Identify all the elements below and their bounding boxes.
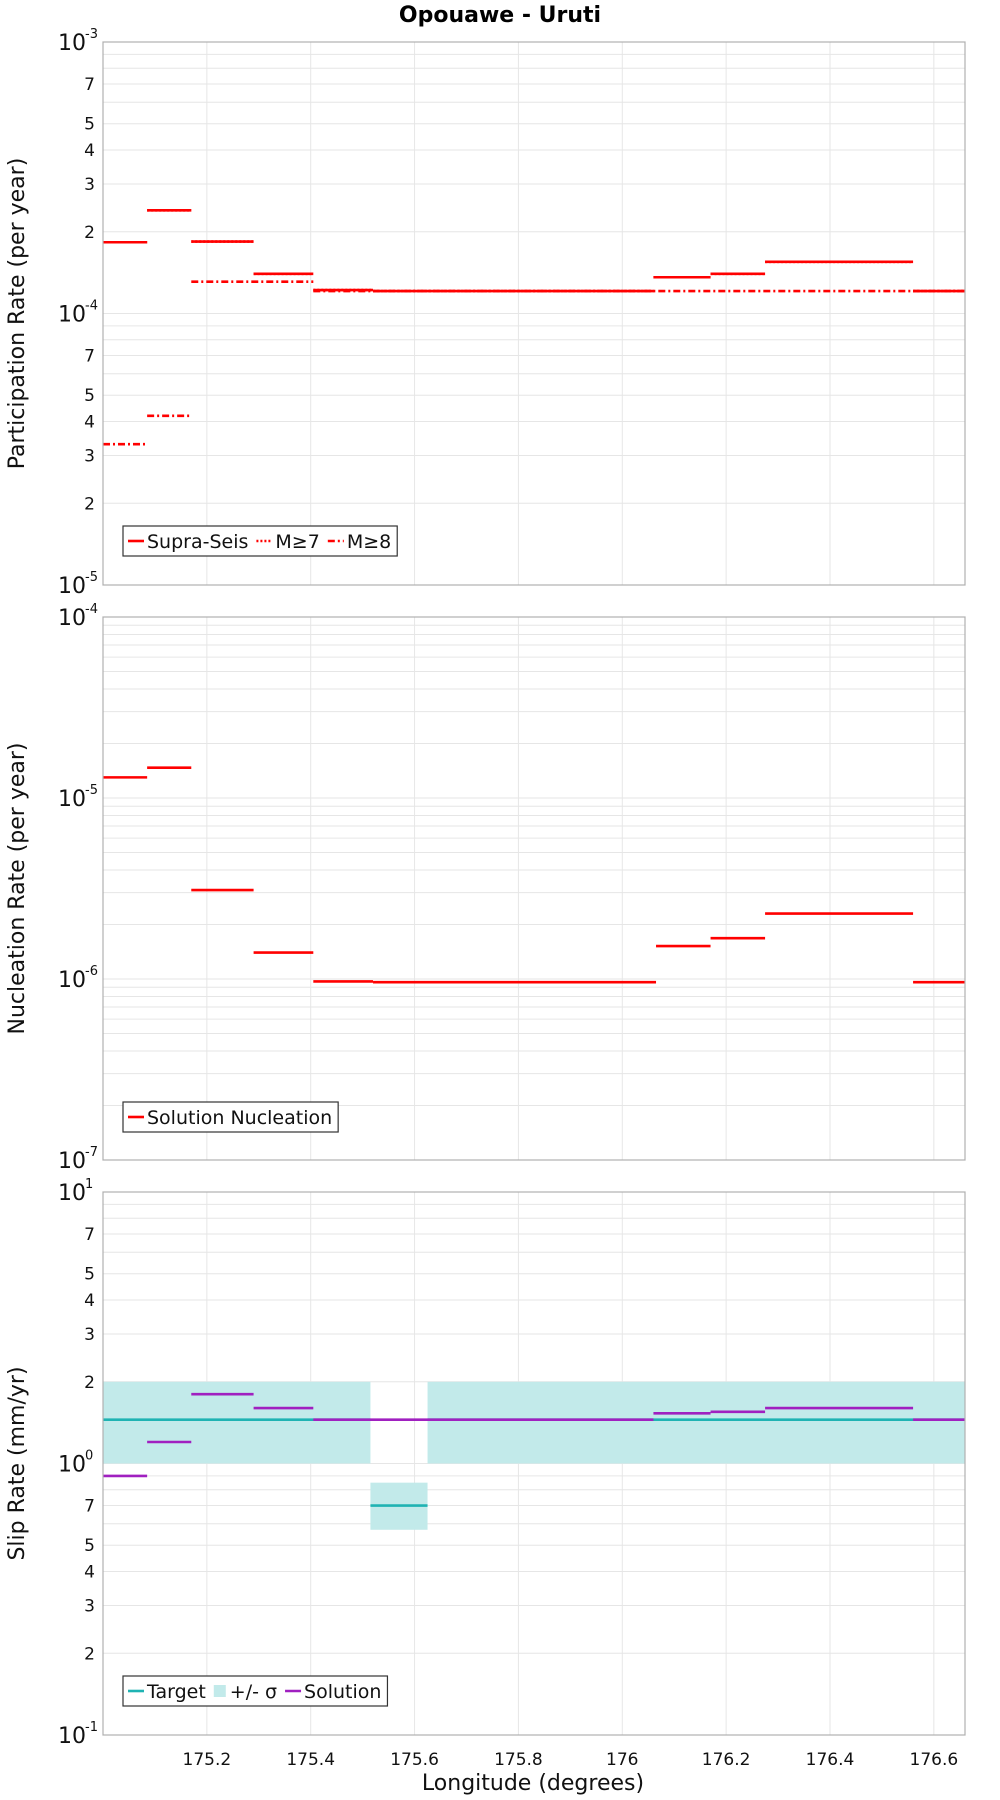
y-major-tick-exponent: -7 xyxy=(85,1145,98,1160)
y-minor-tick-label: 2 xyxy=(84,494,95,514)
legend-box xyxy=(122,525,398,557)
y-minor-tick-label: 4 xyxy=(84,141,95,161)
legend: Solution Nucleation xyxy=(122,1101,339,1133)
y-minor-tick-label: 3 xyxy=(84,1596,95,1616)
y-minor-tick-label: 2 xyxy=(84,1644,95,1664)
x-tick-label: 175.4 xyxy=(286,1750,335,1770)
x-tick-label: 175.8 xyxy=(494,1750,543,1770)
y-minor-tick-label: 7 xyxy=(84,1225,95,1245)
y-minor-tick-label: 7 xyxy=(84,347,95,367)
y-minor-tick-label: 4 xyxy=(84,1291,95,1311)
y-major-tick-label: 10 xyxy=(58,574,86,599)
y-major-tick-exponent: -6 xyxy=(85,964,98,979)
y-major-tick-exponent: -4 xyxy=(85,299,98,314)
y-axis-label: Slip Rate (mm/yr) xyxy=(5,1366,30,1560)
x-tick-label: 175.2 xyxy=(183,1750,232,1770)
x-tick-label: 176.6 xyxy=(910,1750,959,1770)
y-major-tick-label: 10 xyxy=(58,1724,86,1749)
y-minor-tick-label: 4 xyxy=(84,413,95,433)
y-major-tick-label: 10 xyxy=(58,303,86,328)
y-major-tick-label: 10 xyxy=(58,787,86,812)
plot-frame xyxy=(102,41,966,586)
sigma-band xyxy=(427,1381,965,1464)
legend-label: Target xyxy=(146,1681,206,1703)
y-minor-tick-label: 5 xyxy=(84,1265,95,1285)
y-major-tick-exponent: -5 xyxy=(85,783,98,798)
y-minor-tick-label: 5 xyxy=(84,386,95,406)
legend: Supra-Seis M≥7 M≥8 xyxy=(122,525,398,557)
x-tick-label: 176.4 xyxy=(806,1750,855,1770)
y-minor-tick-label: 2 xyxy=(84,223,95,243)
y-major-tick-exponent: -1 xyxy=(85,1720,98,1735)
y-major-tick-exponent: -3 xyxy=(85,27,98,42)
y-minor-tick-label: 3 xyxy=(84,1325,95,1345)
y-minor-tick-label: 7 xyxy=(84,75,95,95)
y-minor-tick-label: 3 xyxy=(84,175,95,195)
chart-title: Opouawe - Uruti xyxy=(399,3,601,28)
x-tick-label: 176 xyxy=(606,1750,638,1770)
plot-frame xyxy=(102,616,966,1161)
legend-label: M≥8 xyxy=(347,531,391,553)
legend-label: Supra-Seis xyxy=(147,531,248,553)
x-axis-label: Longitude (degrees) xyxy=(422,1771,644,1796)
y-minor-tick-label: 2 xyxy=(84,1373,95,1393)
legend-box xyxy=(122,1101,339,1133)
y-major-tick-exponent: 1 xyxy=(85,1177,93,1192)
x-tick-label: 175.6 xyxy=(390,1750,439,1770)
y-minor-tick-label: 4 xyxy=(84,1563,95,1583)
y-minor-tick-label: 5 xyxy=(84,115,95,135)
y-axis-label: Nucleation Rate (per year) xyxy=(5,743,30,1035)
y-axis-label: Participation Rate (per year) xyxy=(5,158,30,470)
y-major-tick-exponent: -4 xyxy=(85,602,98,617)
y-major-tick-label: 10 xyxy=(58,1149,86,1174)
legend-label: +/- σ xyxy=(230,1681,277,1703)
y-major-tick-label: 10 xyxy=(58,1453,86,1478)
y-major-tick-exponent: 0 xyxy=(85,1449,93,1464)
legend: Target +/- σ Solution xyxy=(122,1675,389,1707)
y-minor-tick-label: 3 xyxy=(84,446,95,466)
legend-box xyxy=(122,1675,389,1707)
y-minor-tick-label: 5 xyxy=(84,1536,95,1556)
y-major-tick-label: 10 xyxy=(58,968,86,993)
y-major-tick-label: 10 xyxy=(58,1181,86,1206)
plot-frame xyxy=(102,1191,966,1736)
x-tick-label: 176.2 xyxy=(702,1750,751,1770)
y-major-tick-exponent: -5 xyxy=(85,570,98,585)
legend-swatch xyxy=(213,1685,226,1697)
legend-label: Solution Nucleation xyxy=(147,1107,332,1129)
y-minor-tick-label: 7 xyxy=(84,1497,95,1517)
y-major-tick-label: 10 xyxy=(58,31,86,56)
legend-label: M≥7 xyxy=(275,531,319,553)
y-major-tick-label: 10 xyxy=(58,606,86,631)
legend-label: Solution xyxy=(304,1681,381,1703)
